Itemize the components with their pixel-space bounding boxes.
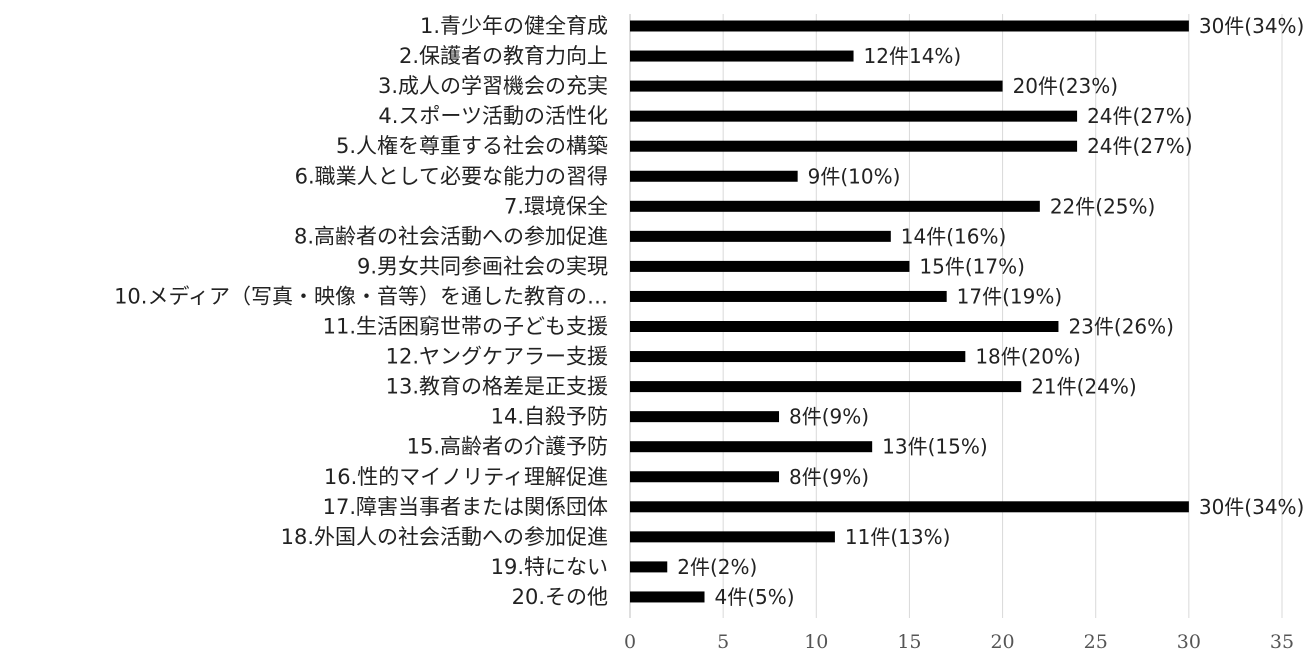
category-label: 15.高齢者の介護予防 bbox=[407, 435, 608, 459]
bar bbox=[630, 230, 891, 242]
bar bbox=[630, 110, 1078, 122]
x-tick-label: 5 bbox=[717, 631, 729, 653]
category-label: 5.人権を尊重する社会の構築 bbox=[336, 134, 608, 158]
bar bbox=[630, 20, 1189, 32]
category-label: 2.保護者の教育力向上 bbox=[399, 44, 608, 68]
data-label: 17件(19%) bbox=[957, 284, 1063, 308]
x-tick-label: 20 bbox=[990, 631, 1014, 653]
data-label: 8件(9%) bbox=[789, 465, 869, 489]
bar bbox=[630, 411, 780, 423]
data-label: 30件(34%) bbox=[1199, 14, 1305, 38]
x-tick-label: 10 bbox=[804, 631, 828, 653]
data-label: 14件(16%) bbox=[901, 224, 1007, 248]
x-tick-label: 15 bbox=[897, 631, 921, 653]
bar bbox=[630, 561, 668, 573]
bar bbox=[630, 381, 1022, 393]
data-label: 9件(10%) bbox=[808, 164, 901, 188]
x-tick-label: 25 bbox=[1084, 631, 1108, 653]
bars bbox=[630, 20, 1189, 603]
category-label: 4.スポーツ活動の活性化 bbox=[378, 104, 608, 128]
data-label: 4件(5%) bbox=[715, 585, 795, 609]
data-label: 20件(23%) bbox=[1013, 74, 1119, 98]
data-label: 24件(27%) bbox=[1087, 134, 1193, 158]
x-tick-label: 35 bbox=[1270, 631, 1294, 653]
data-label: 23件(26%) bbox=[1068, 315, 1174, 339]
category-label: 3.成人の学習機会の充実 bbox=[378, 74, 608, 98]
category-label: 20.その他 bbox=[512, 585, 608, 609]
category-label: 1.青少年の健全育成 bbox=[420, 14, 608, 38]
category-label: 17.障害当事者または関係団体 bbox=[323, 495, 608, 519]
x-axis-ticks: 0 5 10 15 20 25 30 35 bbox=[624, 631, 1294, 653]
category-label: 9.男女共同参画社会の実現 bbox=[357, 254, 608, 278]
category-label: 8.高齢者の社会活動への参加促進 bbox=[294, 224, 608, 248]
data-label: 12件14%) bbox=[864, 44, 962, 68]
data-label: 22件(25%) bbox=[1050, 194, 1156, 218]
category-label: 13.教育の格差是正支援 bbox=[386, 375, 608, 399]
category-label: 16.性的マイノリティ理解促進 bbox=[324, 465, 608, 489]
data-label: 15件(17%) bbox=[919, 254, 1025, 278]
category-label: 18.外国人の社会活動への参加促進 bbox=[281, 525, 608, 549]
data-label: 30件(34%) bbox=[1199, 495, 1305, 519]
bar bbox=[630, 200, 1040, 212]
bar bbox=[630, 531, 835, 543]
data-label: 11件(13%) bbox=[845, 525, 951, 549]
x-tick-label: 0 bbox=[624, 631, 636, 653]
category-label: 12.ヤングケアラー支援 bbox=[386, 345, 608, 369]
data-label: 18件(20%) bbox=[975, 345, 1081, 369]
bar bbox=[630, 50, 854, 62]
category-label: 19.特にない bbox=[491, 555, 608, 579]
category-label: 6.職業人として必要な能力の習得 bbox=[295, 164, 608, 188]
category-label: 10.メディア（写真・映像・音等）を通した教育の… bbox=[114, 284, 608, 308]
category-label: 14.自殺予防 bbox=[491, 405, 608, 429]
data-label: 24件(27%) bbox=[1087, 104, 1193, 128]
bar bbox=[630, 471, 780, 483]
data-labels: 30件(34%) 12件14%) 20件(23%) 24件(27%) 24件(27%) 9… bbox=[677, 14, 1304, 609]
bar bbox=[630, 170, 798, 182]
data-label: 8件(9%) bbox=[789, 405, 869, 429]
category-label: 7.環境保全 bbox=[504, 194, 608, 218]
bar bbox=[630, 321, 1059, 332]
category-label: 11.生活困窮世帯の子ども支援 bbox=[323, 315, 608, 339]
bar bbox=[630, 80, 1003, 92]
bar bbox=[630, 260, 910, 272]
x-tick-label: 30 bbox=[1177, 631, 1201, 653]
data-label: 21件(24%) bbox=[1031, 375, 1137, 399]
bar bbox=[630, 351, 966, 363]
bar bbox=[630, 501, 1189, 513]
bar bbox=[630, 140, 1078, 152]
bar bbox=[630, 441, 873, 453]
bar bbox=[630, 591, 705, 603]
data-label: 13件(15%) bbox=[882, 435, 988, 459]
bar bbox=[630, 290, 947, 302]
category-labels: 1.青少年の健全育成 2.保護者の教育力向上 3.成人の学習機会の充実 4.スポーツ活… bbox=[114, 14, 608, 609]
data-label: 2件(2%) bbox=[677, 555, 757, 579]
